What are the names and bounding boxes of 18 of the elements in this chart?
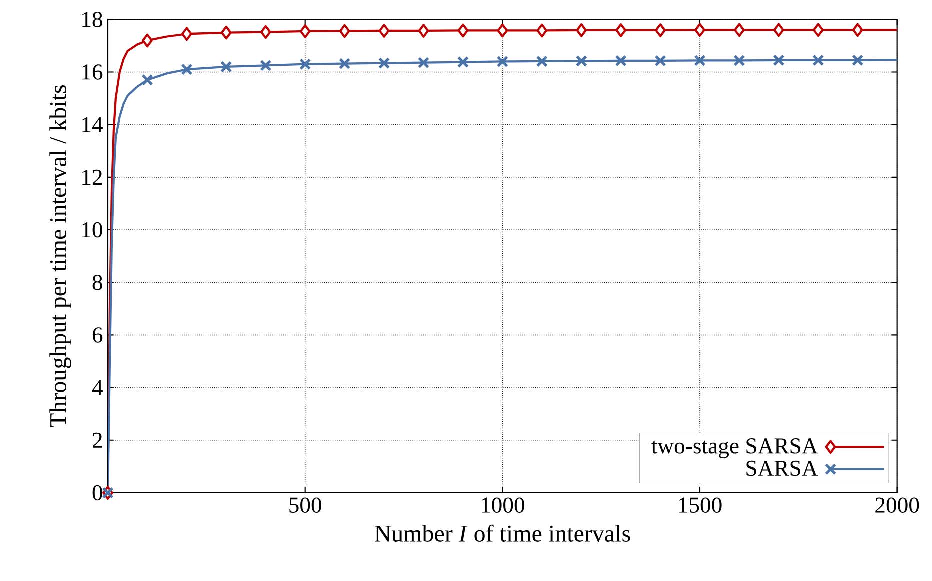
y-tick-label: 16 [82, 64, 103, 80]
x-tick-label: 1500 [679, 498, 722, 513]
x-tick-label: 2000 [876, 498, 920, 513]
y-tick-label: 2 [92, 432, 102, 448]
y-tick-label: 4 [92, 380, 103, 396]
y-tick-label: 12 [82, 170, 102, 185]
y-tick-label: 10 [82, 222, 102, 238]
y-axis-title: Throughput per time interval / kbits [50, 86, 72, 428]
y-tick-label: 8 [92, 274, 102, 290]
legend-label: SARSA [746, 460, 818, 476]
legend-label: two-stage SARSA [652, 438, 818, 458]
y-tick-label: 18 [82, 12, 102, 28]
y-tick-label: 14 [82, 117, 103, 132]
x-tick-label: 500 [290, 498, 322, 513]
y-tick-label: 6 [92, 328, 103, 343]
y-tick-label: 0 [92, 485, 102, 501]
x-tick-label: 1000 [482, 498, 524, 513]
x-axis-title: Number I of time intervals [374, 524, 630, 542]
